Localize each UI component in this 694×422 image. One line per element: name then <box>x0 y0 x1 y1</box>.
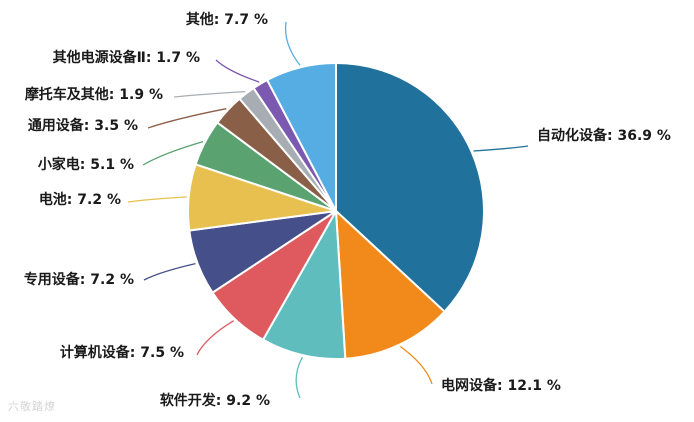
slice-label: 专用设备: 7.2 % <box>24 271 134 288</box>
pie-slice <box>261 207 347 361</box>
leader-line <box>399 345 433 385</box>
pie-slices <box>187 61 485 361</box>
leader-line <box>196 320 235 356</box>
pie-slice <box>335 61 485 314</box>
leader-line <box>295 356 303 399</box>
slice-label: 自动化设备: 36.9 % <box>537 127 671 144</box>
slice-label: 小家电: 5.1 % <box>38 156 134 173</box>
leader-line <box>142 140 204 166</box>
slice-label: 计算机设备: 7.5 % <box>60 344 184 361</box>
leader-line <box>284 21 301 66</box>
slice-label: 电网设备: 12.1 % <box>441 377 561 394</box>
slice-label: 摩托车及其他: 1.9 % <box>25 86 163 103</box>
pie-slice <box>334 208 446 360</box>
leader-line <box>473 145 529 152</box>
leader-line <box>143 262 196 281</box>
slice-label: 其他: 7.7 % <box>186 11 268 28</box>
leader-lines <box>127 21 529 399</box>
leader-line <box>215 59 260 83</box>
slice-label: 电池: 7.2 % <box>39 191 121 208</box>
leader-line <box>173 90 246 98</box>
slice-label: 其他电源设备Ⅱ: 1.7 % <box>53 49 200 66</box>
slice-label: 软件开发: 9.2 % <box>160 392 270 409</box>
slice-labels: 自动化设备: 36.9 % 电网设备: 12.1 % 软件开发: 9.2 % 计算机设… <box>24 11 671 409</box>
watermark: 六敬踏燎 <box>8 400 56 413</box>
pie-slice <box>265 61 337 212</box>
slice-label: 通用设备: 3.5 % <box>28 117 138 134</box>
leader-line <box>147 108 227 129</box>
leader-line <box>127 196 187 203</box>
